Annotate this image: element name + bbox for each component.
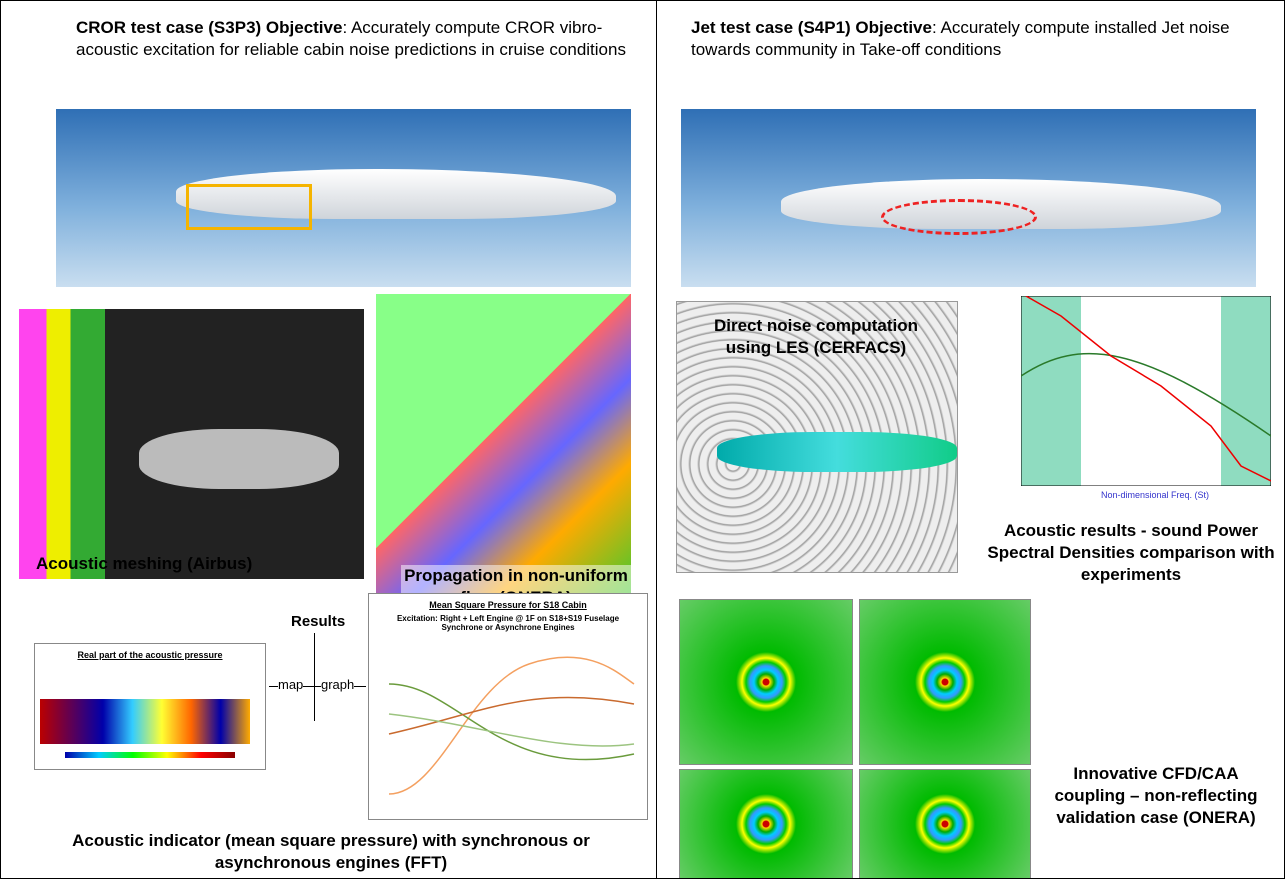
colorbar	[65, 752, 235, 758]
validation-panel	[859, 769, 1031, 879]
map-image: Real part of the acoustic pressure	[34, 643, 266, 770]
psd-plot	[1021, 296, 1271, 486]
left-heading: CROR test case (S3P3) Objective: Accurat…	[76, 17, 636, 61]
graph-title: Mean Square Pressure for S18 Cabin	[369, 600, 647, 610]
cror-aircraft-image	[56, 109, 631, 287]
validation-panel	[679, 769, 853, 879]
highlight	[881, 199, 1037, 235]
heading-bold: CROR test case (S3P3) Objective	[76, 18, 342, 37]
pressure-field	[40, 699, 250, 744]
graph-plot	[379, 644, 639, 809]
slide: CROR test case (S3P3) Objective: Accurat…	[0, 0, 1285, 879]
graph-image: Mean Square Pressure for S18 Cabin Excit…	[368, 593, 648, 820]
jet-plume	[717, 432, 957, 472]
graph-subtitle: Excitation: Right + Left Engine @ 1F on …	[389, 614, 627, 632]
mesh-caption: Acoustic meshing (Airbus)	[36, 553, 316, 575]
axis-line	[314, 633, 315, 721]
validation-panel	[859, 599, 1031, 765]
psd-caption: Acoustic results - sound Power Spectral …	[986, 520, 1276, 586]
graph-label: graph	[321, 677, 354, 692]
bottom-caption: Acoustic indicator (mean square pressure…	[41, 830, 621, 874]
results-label: Results	[291, 613, 345, 630]
validation-panel	[679, 599, 853, 765]
psd-chart: Non-dimensional Freq. (St)	[981, 296, 1276, 511]
aircraft-model	[139, 429, 339, 489]
les-caption: Direct noise computation using LES (CERF…	[691, 315, 941, 359]
divider	[656, 1, 657, 879]
right-heading: Jet test case (S4P1) Objective: Accurate…	[691, 17, 1251, 61]
heading-bold: Jet test case (S4P1) Objective	[691, 18, 932, 37]
psd-xlabel: Non-dimensional Freq. (St)	[1101, 490, 1209, 500]
coupling-caption: Innovative CFD/CAA coupling – non-reflec…	[1041, 763, 1271, 829]
propagation-image	[376, 294, 631, 604]
mesh-image	[19, 309, 364, 579]
highlight	[186, 184, 312, 230]
map-label: map	[278, 677, 303, 692]
jet-aircraft-image	[681, 109, 1256, 287]
map-title: Real part of the acoustic pressure	[35, 650, 265, 660]
